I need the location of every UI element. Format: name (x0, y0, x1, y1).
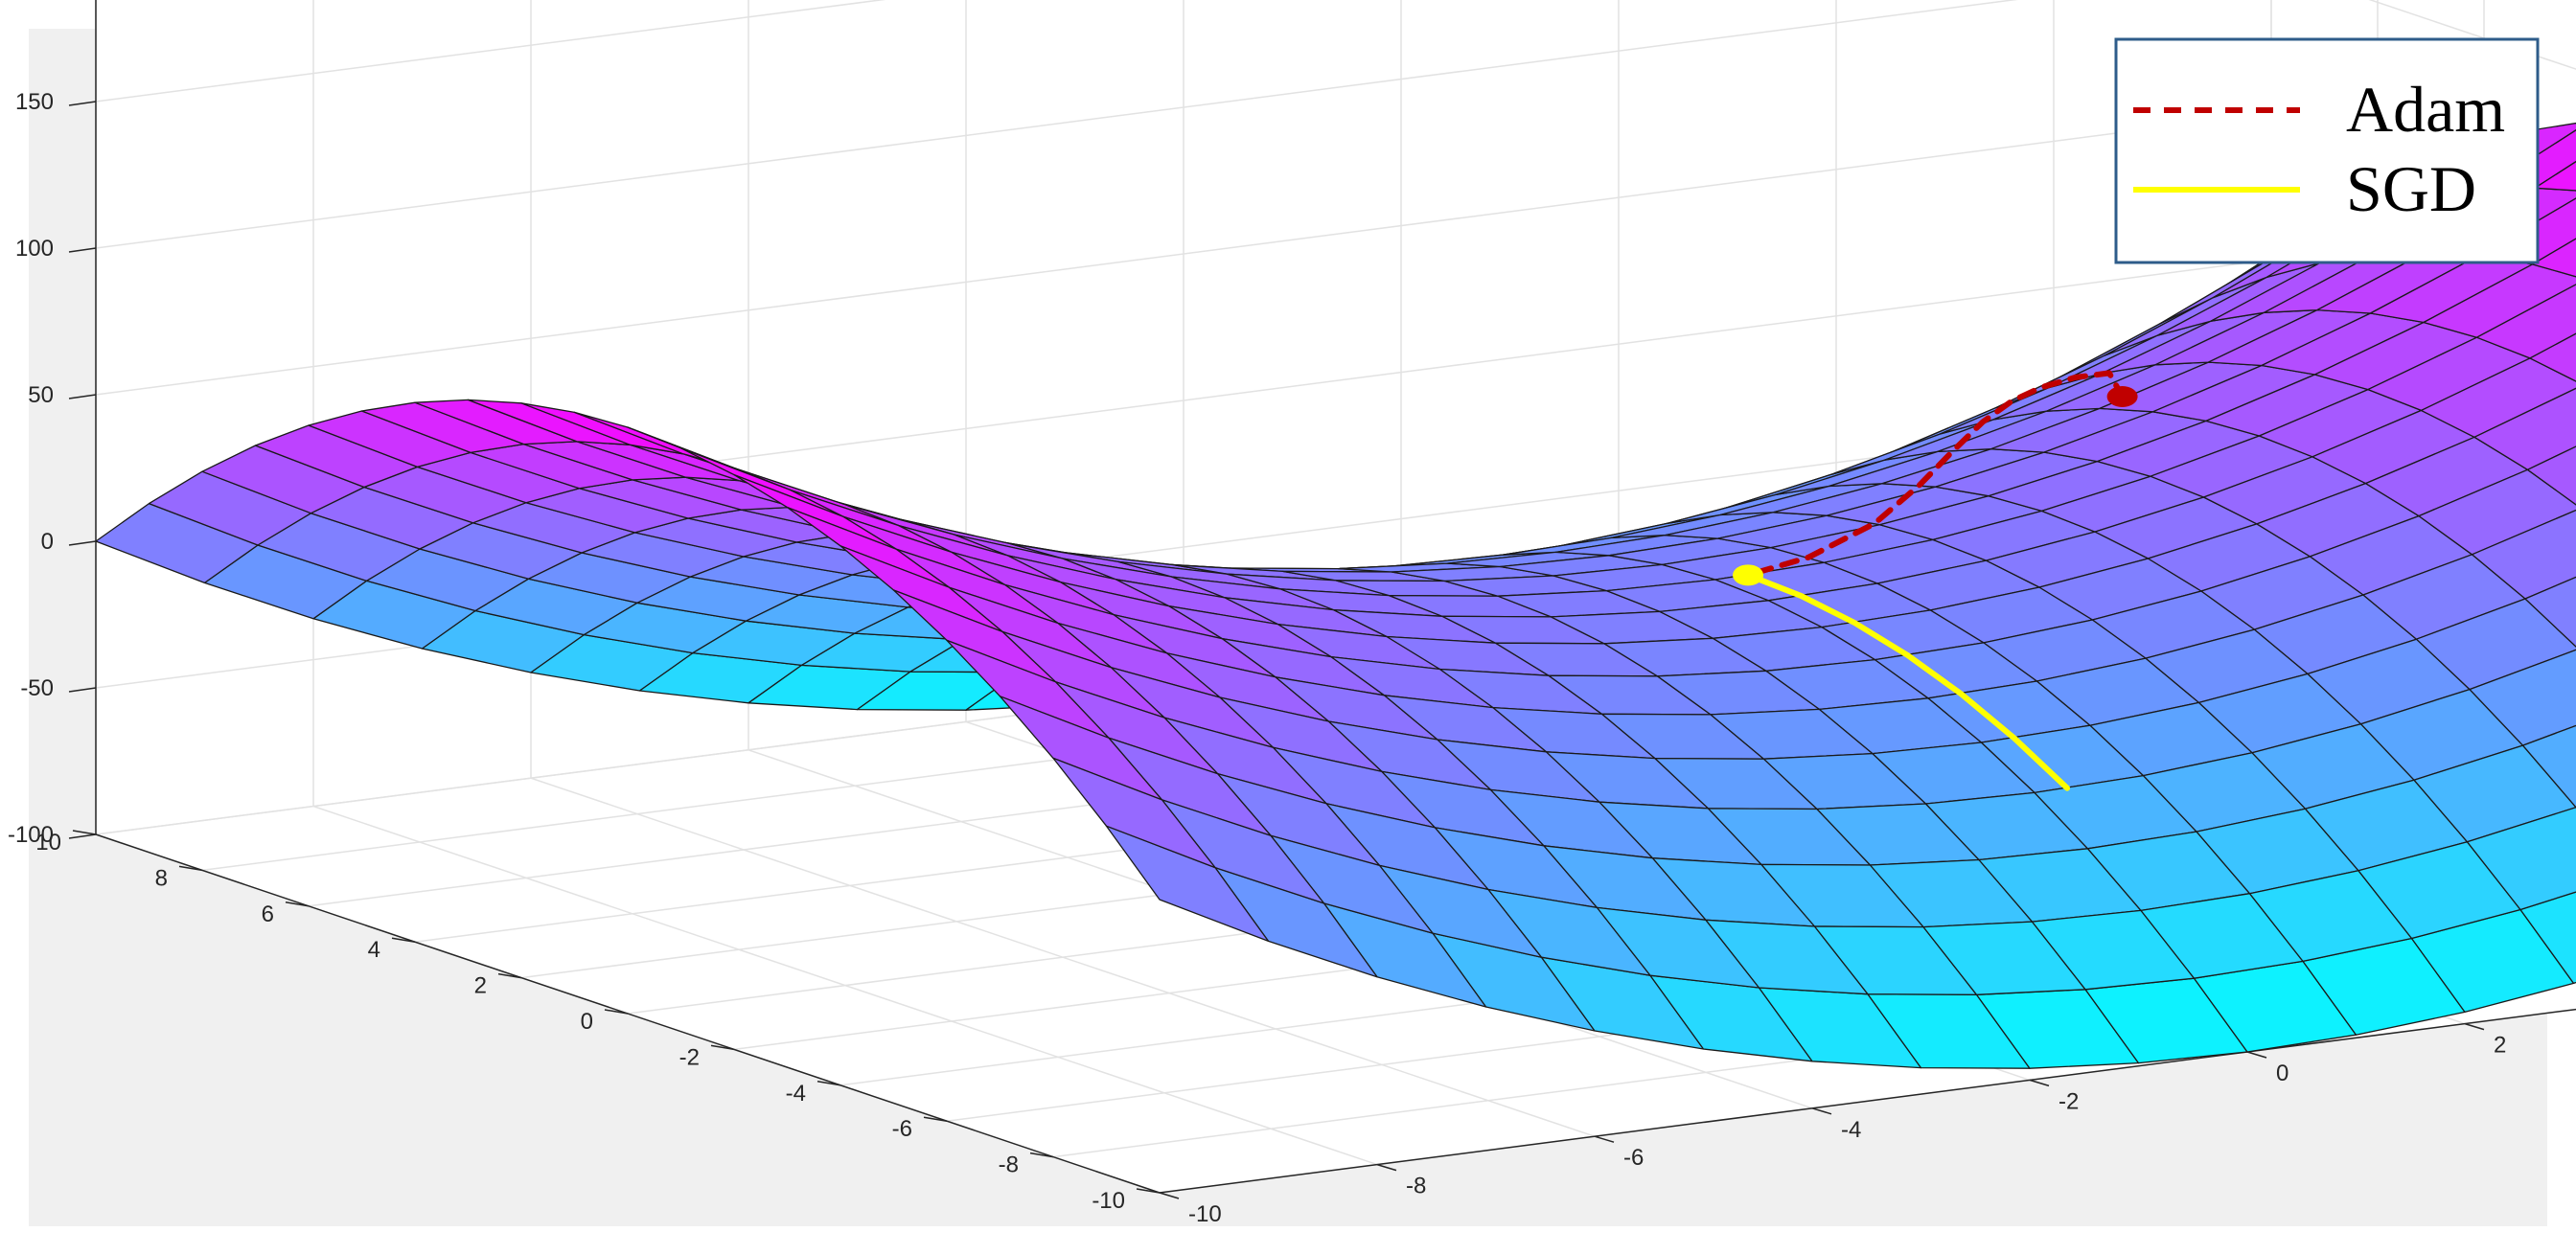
z-tick-label: 50 (28, 382, 54, 408)
x-tick-label: -4 (1841, 1117, 1861, 1143)
y-tick-label: 2 (474, 973, 487, 999)
legend-label-sgd: SGD (2346, 152, 2476, 225)
x-tick-label: -8 (1406, 1174, 1426, 1199)
y-tick-mark (710, 1044, 735, 1051)
z-tick-mark (68, 833, 97, 839)
y-tick-mark (1029, 1152, 1054, 1158)
x-tick-mark (1159, 1192, 1180, 1199)
y-tick-mark (497, 972, 522, 979)
surface-patch (2529, 332, 2576, 382)
y-tick-label: -8 (999, 1152, 1019, 1178)
surface-patch (2534, 160, 2576, 192)
y-tick-mark (391, 937, 416, 943)
legend-label-adam: Adam (2346, 73, 2505, 146)
y-tick-label: 0 (581, 1009, 593, 1035)
x-tick-label: 2 (2494, 1033, 2506, 1059)
z-tick-mark (68, 247, 97, 253)
x-tick-mark (1376, 1163, 1397, 1172)
trajectory-end-marker-adam (2106, 385, 2138, 407)
x-tick-label: -6 (1623, 1145, 1644, 1171)
y-tick-mark (285, 901, 310, 907)
surface-patch (2469, 649, 2576, 746)
trajectory-start-marker-sgd (1733, 564, 1764, 586)
y-tick-label: 8 (155, 865, 168, 891)
y-tick-mark (923, 1116, 948, 1122)
z-tick-label: 0 (41, 529, 54, 555)
x-tick-label: -2 (2058, 1088, 2079, 1114)
x-tick-mark (1811, 1107, 1832, 1115)
legend-box (2114, 37, 2540, 264)
surface-patch (2531, 238, 2576, 278)
surface-patch (2466, 807, 2576, 911)
z-tick-label: -100 (8, 822, 54, 848)
y-tick-label: 6 (262, 901, 274, 927)
y-tick-mark (816, 1081, 841, 1086)
surface-patch (2475, 284, 2576, 359)
trajectory-sgd (1745, 572, 2071, 791)
z-tick-mark (68, 394, 97, 399)
z-tick-mark (68, 101, 97, 106)
y-tick-label: 10 (35, 830, 61, 856)
trajectory-adam (1753, 370, 2126, 576)
z-tick-label: -50 (20, 675, 54, 701)
y-tick-label: -10 (1092, 1188, 1125, 1214)
surface-patch (2521, 724, 2576, 809)
y-tick-mark (72, 830, 97, 835)
y-tick-mark (178, 865, 203, 872)
tick-labels: -100-50050100150200-10-8-6-4-20246810-10… (8, 89, 2506, 1227)
surface-patch (2471, 509, 2576, 600)
y-tick-label: -6 (892, 1116, 912, 1142)
grid-line-y (1052, 959, 2576, 1158)
x-tick-label: -10 (1188, 1201, 1222, 1227)
y-tick-label: 4 (368, 937, 380, 963)
y-tick-mark (604, 1009, 629, 1015)
x-tick-mark (1594, 1135, 1615, 1143)
z-tick-label: 150 (15, 89, 54, 115)
surface-patch (1052, 757, 1216, 869)
saddle-surface (95, 122, 2576, 1069)
x-tick-mark (2464, 1022, 2485, 1031)
y-tick-label: -4 (786, 1081, 806, 1107)
z-tick-label: 100 (15, 236, 54, 262)
surface-patch (2473, 387, 2576, 470)
y-tick-mark (1136, 1188, 1161, 1194)
x-tick-mark (2029, 1079, 2050, 1087)
y-tick-label: -2 (679, 1044, 700, 1070)
trajectories (1733, 370, 2138, 791)
grid-line-z (95, 0, 2576, 249)
surface-patch (2524, 576, 2576, 648)
x-tick-mark (2246, 1051, 2267, 1059)
surface-patch (2519, 891, 2576, 985)
z-tick-mark (68, 540, 97, 546)
grid-line-z (95, 0, 886, 103)
z-tick-mark (68, 687, 97, 693)
surface-patch (2526, 445, 2576, 506)
x-tick-label: 0 (2276, 1061, 2288, 1086)
legend: Adam SGD (2114, 37, 2540, 264)
